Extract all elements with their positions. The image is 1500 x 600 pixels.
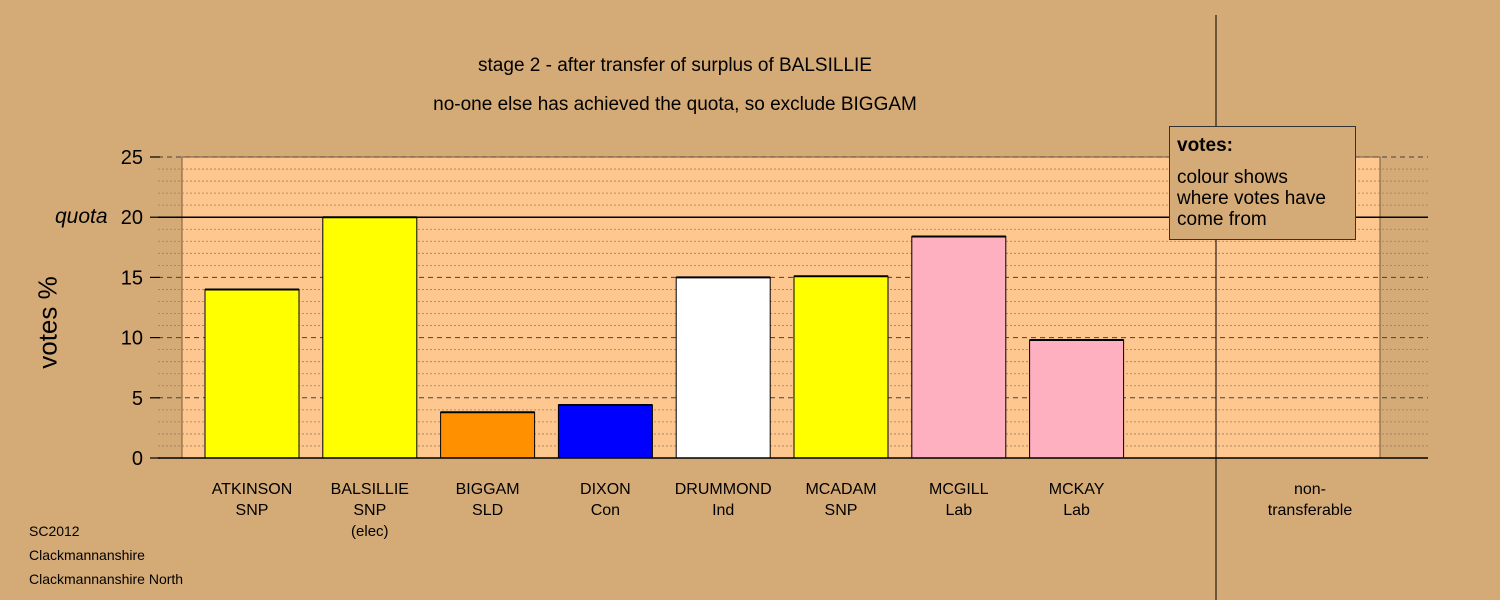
y-tick-label: 15	[121, 267, 143, 289]
footer-council: Clackmannanshire	[29, 547, 145, 563]
bar-balsillie	[322, 216, 418, 459]
category-note: (elec)	[351, 523, 389, 540]
category-label-biggam: BIGGAM SLD	[429, 479, 547, 521]
bar-drummond	[675, 276, 771, 459]
category-name: BALSILLIE	[330, 481, 409, 498]
category-party: SNP	[353, 502, 387, 519]
category-label-balsillie: BALSILLIE SNP (elec)	[311, 479, 429, 542]
category-label-nontransferable: non- transferable	[1251, 479, 1369, 521]
category-label-drummond: DRUMMOND Ind	[664, 479, 782, 521]
bar-mckay	[1029, 339, 1125, 459]
footer-code: SC2012	[29, 523, 80, 539]
category-name: BIGGAM	[455, 481, 520, 498]
y-tick-label: 10	[121, 328, 143, 350]
category-name: MCADAM	[805, 481, 877, 498]
legend: votes: colour shows where votes have com…	[1169, 126, 1356, 240]
bar-biggam	[440, 411, 536, 459]
y-tick-label: 5	[132, 388, 143, 410]
y-axis: 0 5 10 15 25 20	[121, 147, 160, 470]
category-name: DIXON	[580, 481, 631, 498]
legend-text: colour shows where votes have come from	[1177, 167, 1326, 230]
quota-label: quota	[55, 205, 108, 228]
chart-title: stage 2 - after transfer of surplus of B…	[478, 55, 872, 76]
category-name: ATKINSON	[211, 481, 293, 498]
category-party: Lab	[1063, 502, 1090, 519]
category-name: MCGILL	[929, 481, 989, 498]
category-party: Lab	[945, 502, 973, 519]
y-tick-label: 25	[121, 147, 143, 169]
bar-mcgill	[911, 235, 1007, 459]
category-party: SLD	[472, 502, 504, 519]
nontransferable-line1: non-	[1293, 481, 1327, 498]
bar-dixon	[557, 404, 653, 459]
y-tick-label: 20	[121, 207, 143, 229]
category-party: Ind	[712, 502, 735, 519]
y-tick-label: 0	[132, 448, 143, 470]
y-axis-label: votes %	[32, 276, 63, 369]
category-label-mcgill: MCGILL Lab	[900, 479, 1018, 521]
category-name: MCKAY	[1048, 481, 1105, 498]
category-label-atkinson: ATKINSON SNP	[193, 479, 311, 521]
category-party: SNP	[824, 502, 858, 519]
bar-atkinson	[204, 288, 300, 459]
category-party: SNP	[235, 502, 269, 519]
category-party: Con	[590, 502, 621, 519]
chart-subtitle: no-one else has achieved the quota, so e…	[433, 94, 917, 115]
bar-mcadam	[793, 275, 889, 459]
bars	[204, 216, 1125, 459]
category-label-mcadam: MCADAM SNP	[782, 479, 900, 521]
legend-heading: votes:	[1177, 135, 1233, 156]
category-label-dixon: DIXON Con	[546, 479, 664, 521]
footer-ward: Clackmannanshire North	[29, 571, 184, 587]
nontransferable-line2: transferable	[1267, 502, 1353, 519]
category-label-mckay: MCKAY Lab	[1018, 479, 1136, 521]
category-name: DRUMMOND	[674, 481, 772, 498]
